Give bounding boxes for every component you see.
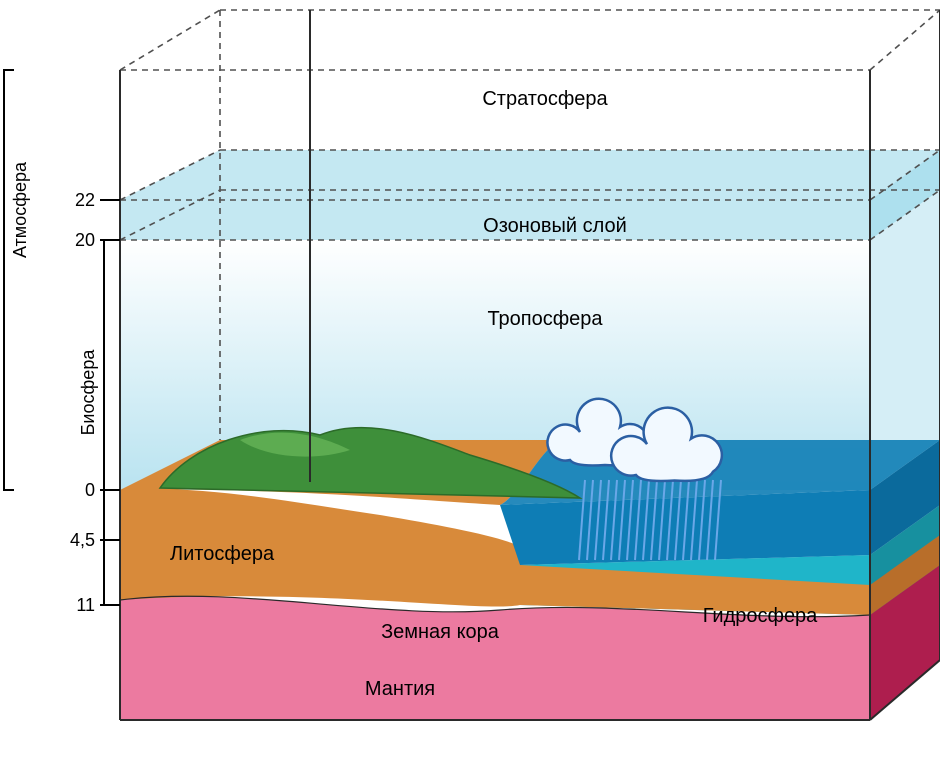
- atmosphere-vlabel: Атмосфера: [10, 161, 30, 258]
- tick-22: 22: [75, 190, 95, 210]
- stratosphere-label: Стратосфера: [482, 88, 608, 110]
- biosphere-vlabel: Биосфера: [78, 349, 98, 436]
- tick-0: 0: [85, 480, 95, 500]
- biosphere-bracket: [104, 240, 114, 605]
- tick-20: 20: [75, 230, 95, 250]
- troposphere-label: Тропосфера: [487, 308, 603, 330]
- ozone-layer-top: [120, 150, 940, 200]
- atmosphere-bracket: [4, 70, 14, 490]
- mantle-label: Мантия: [365, 678, 435, 700]
- ozone-label: Озоновый слой: [483, 215, 627, 237]
- hydrosphere-label: Гидросфера: [703, 605, 818, 627]
- tick-4-5: 4,5: [70, 530, 95, 550]
- tick-11: 11: [76, 595, 95, 615]
- lithosphere-label: Литосфера: [170, 543, 275, 565]
- crust-label: Земная кора: [381, 621, 500, 643]
